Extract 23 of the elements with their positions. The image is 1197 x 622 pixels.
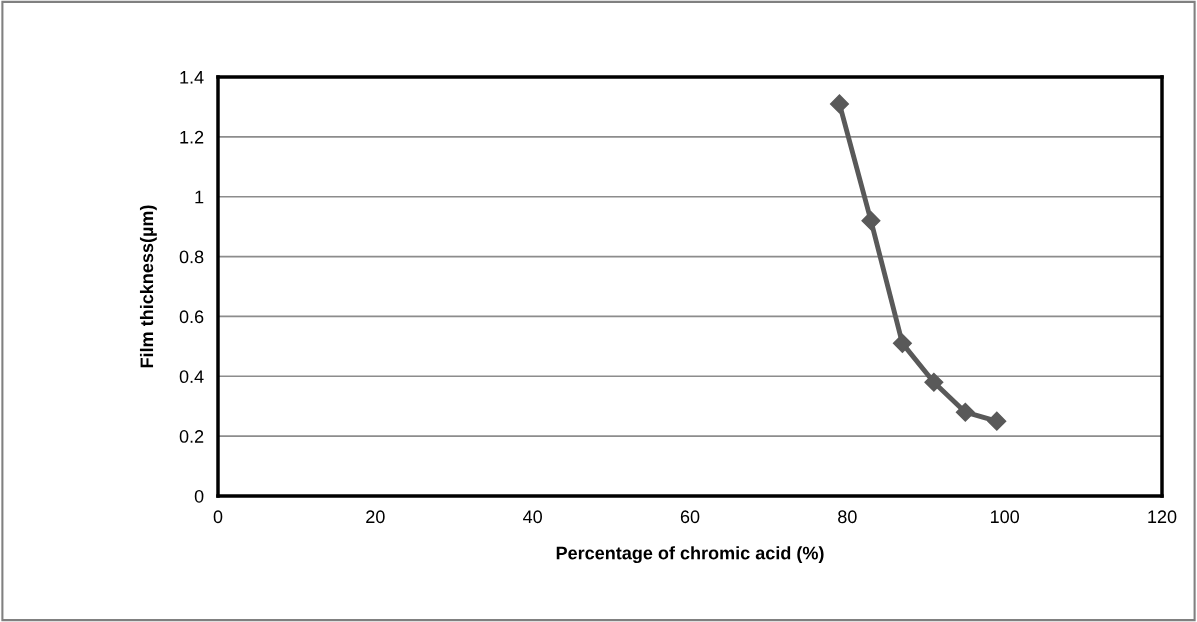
point: [829, 94, 850, 114]
point: [987, 411, 1007, 431]
x-tick-label: 100: [990, 510, 1020, 524]
y-tick-label: 0.6: [179, 310, 204, 324]
y-axis-title: Film thickness(µm): [139, 205, 157, 368]
y-tick-label: 1.4: [180, 71, 204, 84]
x-tick-label: 120: [1148, 510, 1177, 524]
y-tick-label: 0.4: [179, 370, 204, 384]
point: [955, 402, 975, 422]
x-axis-title: Percentage of chromic acid (%): [556, 546, 824, 564]
point: [861, 211, 881, 231]
x-tick-label: 0: [213, 510, 223, 524]
y-tick-label: 0: [194, 489, 204, 503]
y-tick-label: 0.2: [179, 430, 204, 443]
x-tick-label: 60: [680, 510, 700, 524]
y-tick-label: 1.2: [180, 130, 204, 144]
x-tick-label: 80: [838, 510, 857, 524]
y-tick-label: 0.8: [179, 250, 204, 264]
x-tick-label: 20: [366, 510, 385, 524]
point: [924, 372, 944, 392]
point: [892, 333, 912, 353]
y-tick-label: 1: [195, 190, 204, 204]
x-tick-label: 40: [523, 510, 542, 524]
